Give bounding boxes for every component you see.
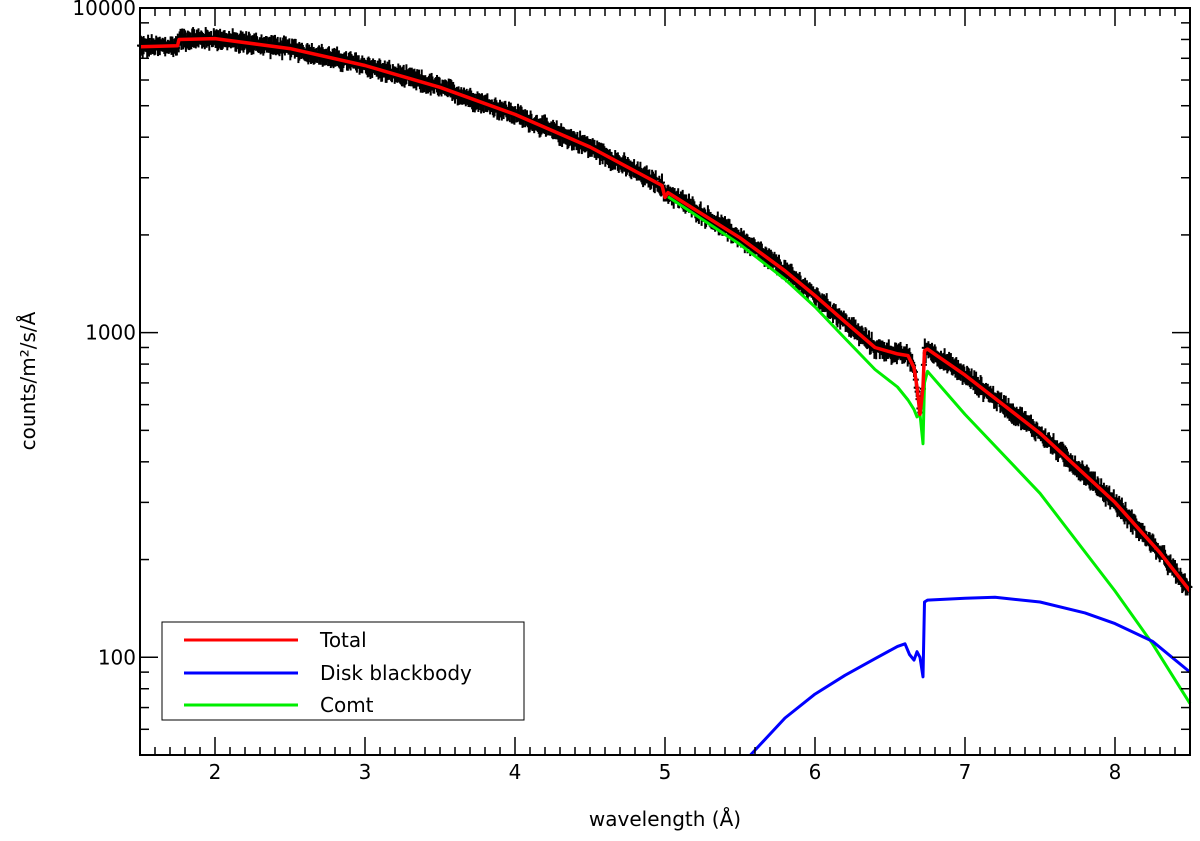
x-tick-label: 2	[209, 760, 222, 784]
y-tick-label: 10000	[72, 0, 136, 20]
x-tick-label: 3	[359, 760, 372, 784]
legend: Total Disk blackbody Comt	[161, 621, 525, 721]
x-tick-label: 6	[809, 760, 822, 784]
x-tick-label: 5	[659, 760, 672, 784]
y-axis-title: counts/m²/s/Å	[16, 311, 40, 450]
x-tick-label: 4	[509, 760, 522, 784]
x-tick-label: 7	[959, 760, 972, 784]
series-line-total	[139, 36, 1192, 593]
data-points-layer	[137, 27, 1193, 596]
x-tick-label: 8	[1109, 760, 1122, 784]
axes-layer: 2 3 4 5 6 7 8 100 1000 10000	[72, 0, 1191, 784]
series-line-disk-blackbody	[749, 595, 1191, 757]
x-axis-title: wavelength (Å)	[589, 807, 741, 831]
y-tick-label: 100	[98, 645, 136, 669]
y-tick-label: 1000	[85, 321, 136, 345]
model-lines-layer	[139, 36, 1192, 757]
legend-label-total: Total	[319, 628, 367, 652]
legend-label-disk-blackbody: Disk blackbody	[320, 661, 472, 685]
series-line-comt	[667, 195, 1192, 705]
legend-label-comt: Comt	[320, 693, 374, 717]
